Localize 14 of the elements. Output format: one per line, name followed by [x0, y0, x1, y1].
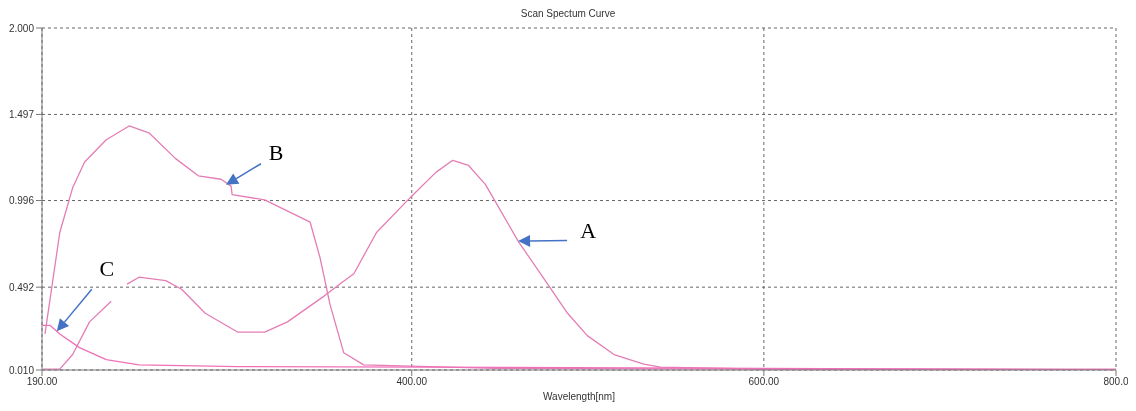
chart-title: Scan Spectum Curve [519, 8, 617, 21]
y-tick-label: 2.000 [8, 22, 35, 34]
y-tick-label: 0.010 [8, 364, 35, 376]
x-tick-label: 800.0 [1103, 376, 1129, 388]
annotation: C [99, 256, 115, 282]
y-tick-label: 0.492 [8, 281, 35, 293]
x-tick-label: 400.00 [396, 376, 428, 388]
annotation: A [580, 218, 597, 244]
x-axis-title: Wavelength[nm] [543, 391, 616, 402]
x-tick-label: 600.00 [748, 376, 780, 388]
y-tick-label: 0.996 [8, 195, 35, 207]
annotation: B [268, 139, 284, 165]
x-tick-label: 190.00 [26, 376, 58, 388]
y-tick-label: 1.497 [8, 109, 35, 120]
